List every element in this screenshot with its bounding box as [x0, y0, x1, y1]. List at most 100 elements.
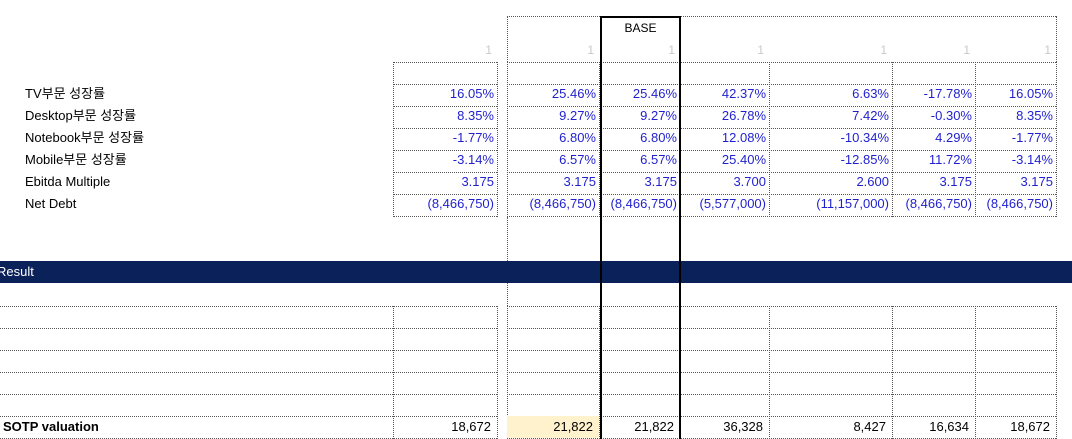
input-cell[interactable]: (11,157,000) — [816, 196, 889, 211]
grid-hline — [507, 128, 1056, 129]
sotp-value-cell[interactable]: 21,822 — [634, 419, 674, 434]
grid-hline — [393, 84, 497, 85]
scenario-flag-cell[interactable]: 1 — [963, 43, 970, 57]
input-cell[interactable]: (8,466,750) — [986, 196, 1054, 211]
grid-hline — [0, 416, 497, 417]
row-label[interactable]: Ebitda Multiple — [25, 174, 111, 189]
input-cell[interactable]: 25.46% — [551, 86, 596, 101]
grid-hline — [507, 106, 1056, 107]
grid-vline — [975, 306, 976, 439]
sotp-value-cell[interactable]: 18,672 — [1010, 419, 1050, 434]
grid-hline — [507, 172, 1056, 173]
input-cell[interactable]: -1.77% — [1011, 130, 1053, 145]
grid-hline — [507, 372, 1056, 373]
input-cell[interactable]: 11.72% — [928, 152, 972, 167]
input-cell[interactable]: 42.37% — [721, 86, 766, 101]
row-label[interactable]: Net Debt — [25, 196, 77, 211]
input-cell[interactable]: (8,466,750) — [427, 196, 495, 211]
input-cell[interactable]: 25.40% — [721, 152, 766, 167]
grid-hline — [393, 194, 497, 195]
input-cell[interactable]: (8,466,750) — [529, 196, 597, 211]
input-cell[interactable]: 3.175 — [1020, 174, 1053, 189]
sotp-value-cell[interactable]: 18,672 — [451, 419, 491, 434]
input-cell[interactable]: 3.175 — [461, 174, 494, 189]
row-label[interactable]: Mobile부문 성장률 — [25, 152, 127, 167]
grid-vline — [497, 306, 498, 439]
input-cell[interactable]: -1.77% — [452, 130, 494, 145]
grid-vline — [393, 62, 394, 217]
input-cell[interactable]: (5,577,000) — [699, 196, 767, 211]
scenario-flag-cell[interactable]: 1 — [1044, 43, 1051, 57]
input-cell[interactable]: -3.14% — [452, 152, 494, 167]
input-cell[interactable]: (8,466,750) — [610, 196, 678, 211]
input-cell[interactable]: 6.80% — [640, 130, 677, 145]
input-cell[interactable]: 6.63% — [852, 86, 889, 101]
grid-vline — [1056, 16, 1057, 62]
grid-vline — [769, 306, 770, 439]
grid-hline — [507, 84, 1056, 85]
row-label[interactable]: Desktop부문 성장률 — [25, 108, 137, 123]
input-cell[interactable]: 6.57% — [640, 152, 677, 167]
grid-hline — [0, 394, 497, 395]
grid-hline — [393, 106, 497, 107]
sotp-value-cell[interactable]: 8,427 — [853, 419, 886, 434]
grid-vline — [1056, 62, 1057, 217]
grid-hline — [507, 62, 1056, 63]
input-cell[interactable]: 3.175 — [644, 174, 677, 189]
scenario-flag-cell[interactable]: 1 — [757, 43, 764, 57]
input-cell[interactable]: 7.42% — [852, 108, 889, 123]
input-cell[interactable]: 3.700 — [733, 174, 766, 189]
sotp-value-cell[interactable]: 16,634 — [929, 419, 969, 434]
sotp-value-cell[interactable]: 21,822 — [553, 419, 593, 434]
input-cell[interactable]: 6.57% — [559, 152, 596, 167]
grid-hline — [507, 350, 1056, 351]
grid-vline — [892, 62, 893, 217]
grid-hline — [507, 216, 1056, 217]
input-cell[interactable]: 12.08% — [721, 130, 766, 145]
input-cell[interactable]: -0.30% — [930, 108, 972, 123]
scenario-flag-cell[interactable]: 1 — [587, 43, 594, 57]
input-cell[interactable]: -17.78% — [923, 86, 972, 101]
grid-vline — [892, 306, 893, 439]
grid-hline — [393, 62, 497, 63]
input-cell[interactable]: 16.05% — [1008, 86, 1053, 101]
grid-vline — [507, 62, 508, 217]
row-label[interactable]: TV부문 성장률 — [25, 86, 106, 101]
input-cell[interactable]: 3.175 — [563, 174, 596, 189]
grid-vline — [497, 62, 498, 217]
scenario-flag-cell[interactable]: 1 — [880, 43, 887, 57]
input-cell[interactable]: 8.35% — [457, 108, 494, 123]
input-cell[interactable]: 9.27% — [640, 108, 677, 123]
grid-vline — [507, 217, 508, 261]
grid-hline — [393, 216, 497, 217]
grid-vline — [599, 306, 600, 439]
input-cell[interactable]: 26.78% — [721, 108, 766, 123]
grid-hline — [0, 372, 497, 373]
input-cell[interactable]: -3.14% — [1011, 152, 1053, 167]
grid-hline — [507, 394, 1056, 395]
sotp-value-cell[interactable]: 36,328 — [723, 419, 763, 434]
row-label[interactable]: Notebook부문 성장률 — [25, 130, 145, 145]
input-cell[interactable]: -12.85% — [840, 152, 889, 167]
grid-hline — [507, 416, 1056, 417]
grid-vline — [975, 62, 976, 217]
input-cell[interactable]: 16.05% — [449, 86, 494, 101]
scenario-flag-cell[interactable]: 1 — [485, 43, 492, 57]
scenario-flag-cell[interactable]: 1 — [668, 43, 675, 57]
grid-hline — [0, 350, 497, 351]
input-cell[interactable]: (8,466,750) — [905, 196, 973, 211]
grid-hline — [507, 150, 1056, 151]
input-cell[interactable]: 3.175 — [939, 174, 972, 189]
input-cell[interactable]: -10.34% — [840, 130, 889, 145]
input-cell[interactable]: 6.80% — [559, 130, 596, 145]
input-cell[interactable]: 25.46% — [632, 86, 677, 101]
input-cell[interactable]: 2.600 — [856, 174, 889, 189]
grid-hline — [0, 306, 497, 307]
grid-vline — [507, 283, 508, 306]
grid-hline — [393, 128, 497, 129]
input-cell[interactable]: 4.29% — [935, 130, 972, 145]
grid-hline — [393, 172, 497, 173]
input-cell[interactable]: 9.27% — [559, 108, 596, 123]
input-cell[interactable]: 8.35% — [1016, 108, 1053, 123]
sotp-valuation-label[interactable]: SOTP valuation — [3, 419, 99, 434]
